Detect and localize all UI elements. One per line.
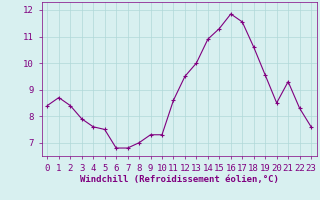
- X-axis label: Windchill (Refroidissement éolien,°C): Windchill (Refroidissement éolien,°C): [80, 175, 279, 184]
